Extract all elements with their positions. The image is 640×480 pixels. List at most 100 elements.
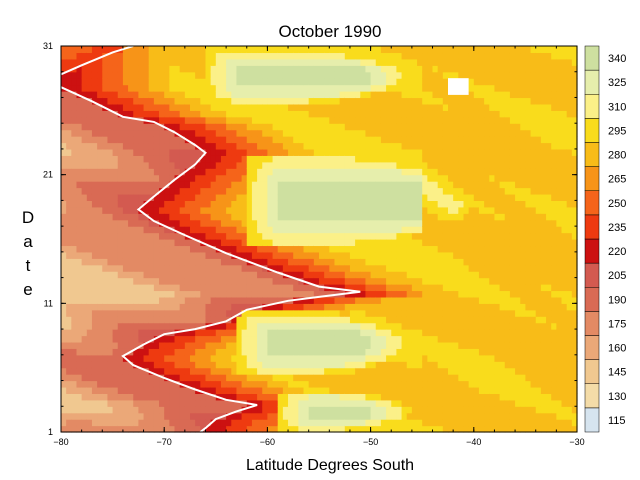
heatmap-cell xyxy=(102,412,109,420)
heatmap-cell xyxy=(262,52,268,60)
heatmap-cell xyxy=(355,168,361,176)
heatmap-cell xyxy=(215,193,222,201)
heatmap-cell xyxy=(117,136,124,144)
heatmap-cell xyxy=(86,264,93,272)
heatmap-cell xyxy=(210,239,217,247)
heatmap-cell xyxy=(133,52,139,60)
heatmap-cell xyxy=(143,245,150,253)
heatmap-cell xyxy=(401,309,408,317)
heatmap-cell xyxy=(76,380,83,388)
heatmap-cell xyxy=(133,226,139,234)
heatmap-cell xyxy=(308,412,315,420)
heatmap-cell xyxy=(97,264,103,272)
heatmap-cell xyxy=(401,226,408,234)
heatmap-cell xyxy=(246,329,253,337)
heatmap-cell xyxy=(169,174,176,182)
heatmap-cell xyxy=(349,271,356,279)
heatmap-cell xyxy=(97,284,103,292)
heatmap-cell xyxy=(251,264,258,272)
heatmap-cell xyxy=(231,361,238,369)
heatmap-cell xyxy=(396,65,403,73)
heatmap-cell xyxy=(401,245,408,253)
heatmap-cell xyxy=(231,386,238,394)
heatmap-cell xyxy=(226,232,232,240)
heatmap-cell xyxy=(391,277,397,285)
heatmap-cell xyxy=(288,136,294,144)
heatmap-cell xyxy=(370,335,377,343)
heatmap-cell xyxy=(117,129,124,137)
heatmap-cell xyxy=(220,161,227,169)
heatmap-cell xyxy=(179,123,186,131)
heatmap-cell xyxy=(344,110,351,118)
heatmap-cell xyxy=(391,329,397,337)
heatmap-cell xyxy=(117,174,124,182)
heatmap-cell xyxy=(164,84,170,92)
heatmap-cell xyxy=(267,161,274,169)
heatmap-cell xyxy=(308,155,315,163)
heatmap-cell xyxy=(97,316,103,324)
heatmap-cell xyxy=(169,155,176,163)
heatmap-cell xyxy=(251,341,258,349)
heatmap-cell xyxy=(133,103,139,111)
heatmap-cell xyxy=(251,181,258,189)
heatmap-cell xyxy=(344,46,351,54)
heatmap-cell xyxy=(308,129,315,137)
heatmap-cell xyxy=(282,245,289,253)
heatmap-cell xyxy=(365,136,372,144)
heatmap-cell xyxy=(308,290,315,298)
heatmap-cell xyxy=(107,329,114,337)
heatmap-cell xyxy=(215,181,222,189)
heatmap-cell xyxy=(190,213,196,221)
heatmap-cell xyxy=(117,341,124,349)
heatmap-cell xyxy=(401,123,408,131)
heatmap-cell xyxy=(401,374,408,382)
heatmap-cell xyxy=(91,110,98,118)
heatmap-cell xyxy=(437,335,444,343)
heatmap-cell xyxy=(153,309,160,317)
heatmap-cell xyxy=(81,187,88,195)
heatmap-cell xyxy=(61,277,67,285)
heatmap-cell xyxy=(210,129,217,137)
heatmap-cell xyxy=(422,46,428,54)
heatmap-cell xyxy=(210,251,217,259)
heatmap-cell xyxy=(210,412,217,420)
heatmap-cell xyxy=(174,309,181,317)
heatmap-cell xyxy=(406,103,413,111)
heatmap-cell xyxy=(380,181,387,189)
heatmap-cell xyxy=(484,110,490,118)
heatmap-cell xyxy=(251,277,258,285)
heatmap-cell xyxy=(288,161,294,169)
heatmap-cell xyxy=(241,277,248,285)
heatmap-cell xyxy=(71,142,78,150)
heatmap-cell xyxy=(107,406,114,414)
heatmap-cell xyxy=(174,419,181,427)
heatmap-cell xyxy=(169,322,176,330)
heatmap-cell xyxy=(262,136,268,144)
heatmap-cell xyxy=(411,142,418,150)
heatmap-cell xyxy=(344,206,351,214)
heatmap-cell xyxy=(427,380,434,388)
heatmap-cell xyxy=(360,52,367,60)
heatmap-cell xyxy=(128,46,134,54)
heatmap-cell xyxy=(298,116,305,124)
heatmap-cell xyxy=(324,52,330,60)
heatmap-cell xyxy=(220,271,227,279)
heatmap-cell xyxy=(453,226,459,234)
heatmap-cell xyxy=(246,46,253,54)
heatmap-cell xyxy=(112,406,119,414)
heatmap-cell xyxy=(277,425,284,433)
heatmap-cell xyxy=(422,419,428,427)
heatmap-cell xyxy=(334,232,341,240)
heatmap-cell xyxy=(159,380,165,388)
heatmap-cell xyxy=(179,329,186,337)
heatmap-cell xyxy=(153,46,160,54)
heatmap-cell xyxy=(71,116,78,124)
heatmap-cell xyxy=(81,341,88,349)
heatmap-cell xyxy=(458,97,465,105)
heatmap-cell xyxy=(107,232,114,240)
heatmap-cell xyxy=(267,425,274,433)
heatmap-cell xyxy=(184,181,191,189)
heatmap-cell xyxy=(97,386,103,394)
heatmap-cell xyxy=(267,103,274,111)
heatmap-cell xyxy=(324,213,330,221)
